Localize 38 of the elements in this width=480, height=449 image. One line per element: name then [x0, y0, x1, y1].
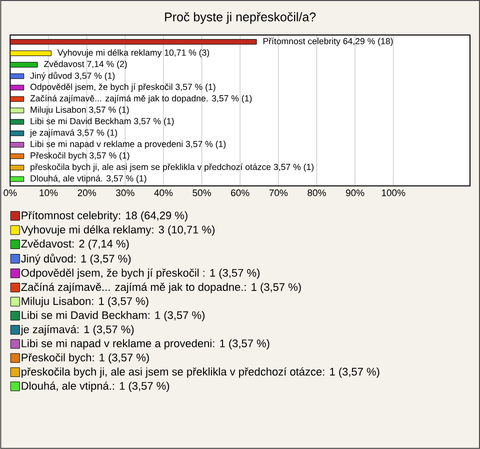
legend-label: Vyhovuje mi délka reklamy: 3 (10,71 %) — [20, 225, 214, 236]
data-label: Jiný důvod 3,57 % (1) — [30, 72, 115, 81]
chart-title: Proč byste ji nepřeskočil/a? — [165, 12, 316, 24]
data-label: Přítomnost celebrity 64,29 % (18) — [263, 38, 393, 46]
legend-label: Libi se mi David Beckham: 1 (3,57 %) — [22, 311, 205, 322]
data-label: Miluju Lisabon 3,57 % (1) — [30, 106, 129, 115]
x-tick-label: 10% — [40, 190, 58, 196]
legend-label: Jiný důvod: 1 (3,57 %) — [21, 254, 131, 265]
x-tick-label: 40% — [154, 190, 173, 196]
legend-label: Dlouhá, ale vtipná.: 1 (3,57 %) — [22, 382, 170, 392]
x-tick-label: 80% — [308, 190, 326, 196]
legend-label: Miluju Lisabon: 1 (3,57 %) — [22, 297, 148, 308]
legend-label: Přítomnost celebrity: 18 (64,29 %) — [22, 211, 188, 222]
data-label: Odpověděl jsem, že bych jí přeskočil 3,57 % (1) — [30, 84, 216, 92]
x-tick-label: 100% — [382, 190, 406, 196]
data-label: Libi se mi napad v reklame a provedeni 3,57 % (1) — [30, 140, 226, 149]
x-tick-label: 50% — [192, 190, 211, 196]
x-tick-label: 70% — [269, 190, 288, 196]
legend-label: Zvědavost: 2 (7,14 %) — [21, 240, 129, 250]
x-tick-label: 30% — [116, 190, 134, 196]
data-label: Začíná zajímavě... zajímá mě jak to dopadne. 3,57 % (1) — [30, 94, 252, 104]
data-label: je zajímavá 3,57 % (1) — [30, 129, 118, 138]
legend-label: Odpověděl jsem, že bych jí přeskočil : 1 (3,57 %) — [21, 268, 260, 280]
x-tick-label: 20% — [78, 190, 96, 196]
x-tick-label: 90% — [346, 190, 364, 196]
legend-label: je zajímavá: 1 (3,57 %) — [20, 325, 134, 336]
legend-label: Začíná zajímavě... zajímá mě jak to dopadne.: 1 (3,57 %) — [21, 282, 301, 294]
data-label: Dlouhá, ale vtipná. 3,57 % (1) — [30, 175, 146, 184]
data-label: Libi se mi David Beckham 3,57 % (1) — [30, 118, 174, 126]
legend-label: Libi se mi napad v reklame a provedeni: 1 (3,57 %) — [22, 339, 270, 350]
x-tick-label: 60% — [231, 190, 250, 196]
legend-label: přeskočila bych ji, ale asi jsem se překlikla v předchozí otázce: 1 (3,57 %) — [22, 367, 380, 378]
legend-label: Přeskočil bych: 1 (3,57 %) — [22, 353, 149, 364]
x-tick-label: 0% — [4, 190, 17, 196]
data-label: Zvědavost 7,14 % (2) — [44, 60, 127, 69]
data-label: Přeskočil bych 3,57 % (1) — [30, 152, 130, 160]
data-label: přeskočila bych ji, ale asi jsem se překlikla v předchozí otázce 3,57 % (1) — [30, 164, 314, 172]
data-label: Vyhovuje mi délka reklamy 10,71 % (3) — [57, 49, 210, 58]
